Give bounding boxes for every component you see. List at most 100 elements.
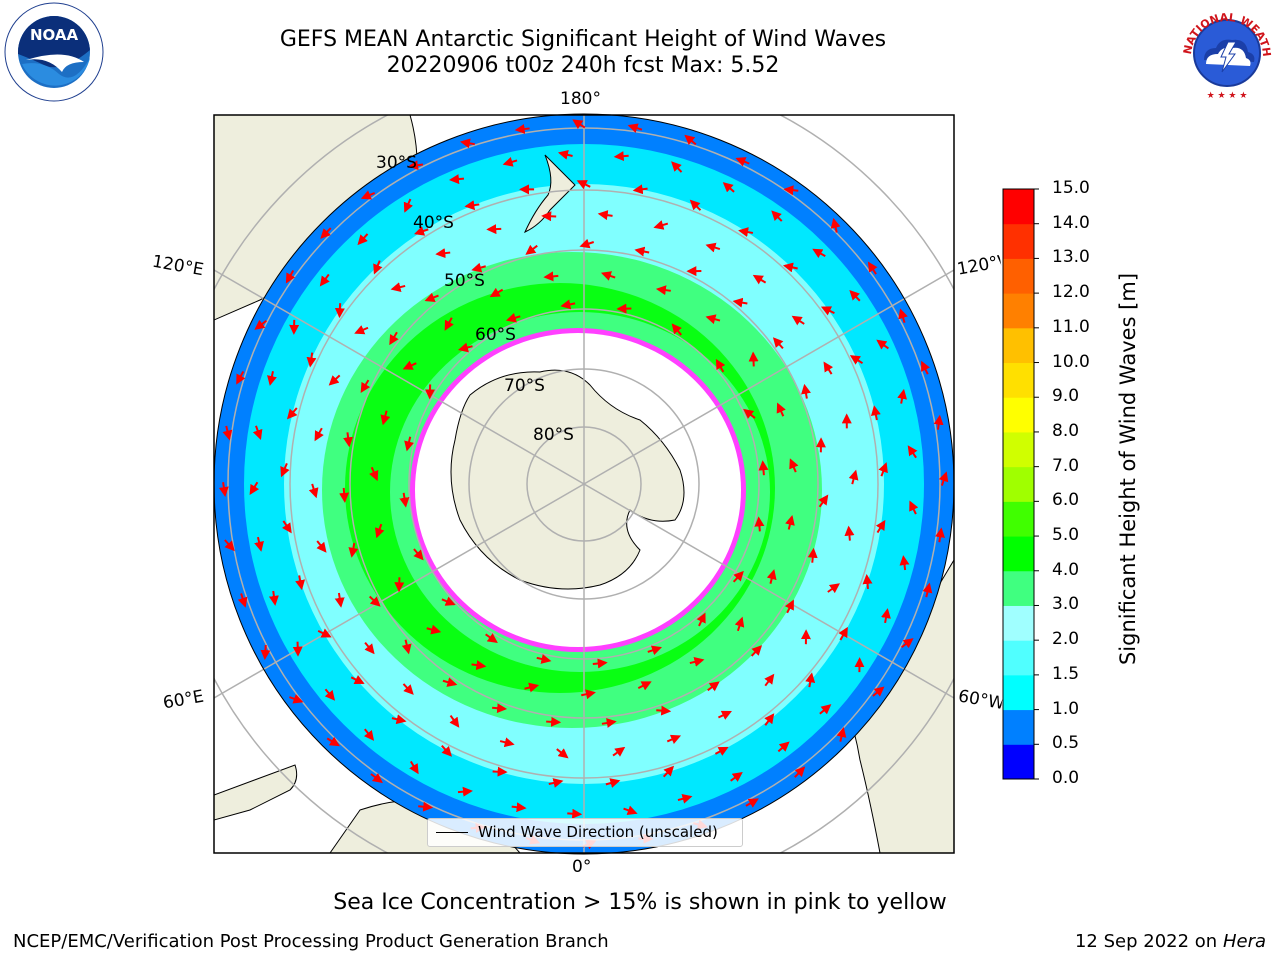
lat-label-30s: 30°S: [376, 153, 417, 173]
wave-arrow: [328, 374, 341, 386]
lat-label-70s: 70°S: [504, 376, 545, 396]
colorbar: [1003, 188, 1039, 780]
lat-label-40s: 40°S: [413, 213, 454, 233]
colorbar-tick-label: 11.0: [1052, 316, 1090, 337]
wave-arrow: [881, 608, 891, 624]
colorbar-segment: [1003, 744, 1034, 780]
wave-arrow: [514, 124, 530, 134]
wave-arrow: [818, 494, 829, 508]
wave-arrow: [576, 180, 591, 190]
wave-arrow: [524, 682, 540, 693]
wave-arrow: [357, 233, 369, 246]
wave-arrow: [647, 645, 662, 656]
wave-arrow: [878, 462, 888, 477]
wave-arrow: [897, 388, 908, 404]
wave-arrow: [374, 523, 385, 539]
wave-arrow: [632, 184, 648, 195]
wave-arrow: [653, 220, 669, 230]
colorbar-segment: [1003, 431, 1034, 468]
wave-arrow: [656, 705, 672, 716]
colorbar-segment: [1003, 293, 1034, 329]
wave-arrow: [441, 745, 452, 757]
legend-line-swatch: [436, 832, 468, 833]
colorbar-segment: [1003, 501, 1034, 537]
wave-arrow: [458, 342, 473, 353]
wave-arrow: [390, 282, 406, 292]
wave-arrow: [689, 199, 702, 211]
wave-arrow: [556, 748, 569, 759]
wave-arrow: [899, 555, 910, 571]
wave-arrow: [579, 238, 595, 249]
colorbar-frame: [1002, 188, 1035, 780]
colorbar-tick-label: 15.0: [1052, 178, 1090, 198]
wave-arrow: [350, 675, 365, 685]
wave-arrow: [285, 270, 296, 284]
colorbar-tick-label: 13.0: [1052, 247, 1090, 268]
wave-arrow: [435, 248, 451, 259]
wave-arrow: [783, 185, 799, 196]
wave-arrow: [601, 718, 617, 728]
wave-arrow: [876, 339, 889, 350]
wave-arrow: [444, 317, 454, 331]
wave-arrow: [249, 481, 260, 496]
wave-arrow: [492, 766, 508, 777]
colorbar-tick-label: 12.0: [1052, 282, 1090, 303]
wave-arrow: [295, 575, 306, 591]
wave-arrow: [334, 303, 345, 319]
wave-arrow: [597, 210, 613, 221]
colorbar-tick-label: 3.0: [1052, 594, 1080, 615]
wave-arrow: [933, 414, 944, 430]
wave-arrow: [369, 466, 379, 482]
noaa-logo: NOAA: [4, 2, 104, 102]
colorbar-tick-label: 6.0: [1052, 490, 1080, 511]
wave-arrow: [830, 217, 841, 233]
wave-arrow: [745, 798, 759, 808]
lon-label-0: 0°: [572, 857, 592, 877]
wave-arrow: [901, 638, 914, 649]
wave-arrow: [368, 595, 381, 607]
wave-arrow: [838, 626, 848, 641]
wave-arrow: [627, 123, 643, 133]
sea-ice-note: Sea Ice Concentration > 15% is shown in …: [333, 890, 947, 915]
wave-arrow: [370, 773, 383, 784]
wave-arrow: [743, 408, 756, 419]
wave-arrow: [807, 547, 818, 563]
colorbar-tick-label: 7.0: [1052, 455, 1080, 476]
wave-arrow: [613, 151, 629, 162]
wave-arrow: [343, 432, 354, 448]
wave-arrow: [543, 271, 559, 282]
colorbar-segment: [1003, 258, 1034, 294]
wave-arrow: [402, 683, 414, 695]
wave-arrow: [316, 540, 327, 553]
lon-label-180: 180°: [560, 89, 601, 109]
wave-arrow: [766, 569, 777, 584]
wave-arrow: [380, 410, 391, 426]
wave-arrow: [339, 487, 350, 503]
wave-arrow: [360, 379, 371, 393]
colorbar-title: Significant Height of Wind Waves [m]: [1116, 272, 1140, 666]
wave-arrow: [764, 713, 775, 726]
wave-arrow: [717, 710, 732, 720]
wave-arrow: [324, 688, 336, 701]
wave-arrow: [236, 370, 246, 385]
host-name: Hera: [1222, 931, 1266, 952]
wave-arrow: [738, 227, 754, 238]
wave-arrow: [823, 361, 834, 375]
wave-arrow: [836, 727, 847, 742]
antarctica-landmass: [450, 369, 685, 590]
wave-arrow: [592, 658, 608, 669]
wave-arrow: [921, 360, 931, 375]
wave-arrow: [505, 312, 521, 323]
colorbar-tick-label: 4.0: [1052, 559, 1080, 580]
wave-arrow: [237, 593, 248, 608]
colorbar-segment: [1003, 709, 1034, 745]
wave-arrow: [364, 641, 375, 655]
wave-arrow: [655, 285, 671, 296]
colorbar-segment: [1003, 362, 1034, 398]
wave-arrow: [280, 462, 290, 478]
wave-arrow: [314, 427, 324, 442]
wave-arrow: [525, 244, 538, 255]
wave-arrow: [581, 689, 596, 700]
colorbar-segment: [1003, 640, 1034, 676]
